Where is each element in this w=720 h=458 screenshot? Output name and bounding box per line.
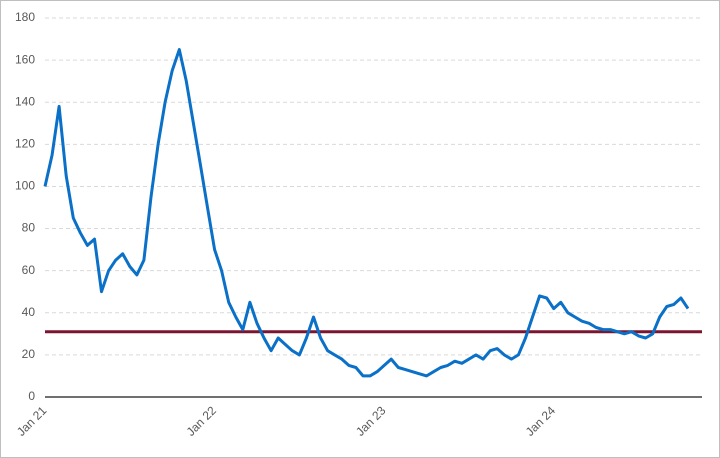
y-tick-label: 140 — [15, 94, 35, 108]
y-tick-label: 80 — [22, 221, 36, 235]
y-tick-label: 0 — [28, 389, 35, 403]
y-tick-label: 100 — [15, 179, 35, 193]
y-tick-label: 40 — [22, 305, 36, 319]
y-tick-label: 120 — [15, 137, 35, 151]
price-line — [43, 48, 690, 378]
y-tick-label: 160 — [15, 52, 35, 66]
y-tick-label: 60 — [22, 263, 36, 277]
y-tick-label: 180 — [15, 10, 35, 24]
y-tick-label: 20 — [22, 347, 36, 361]
